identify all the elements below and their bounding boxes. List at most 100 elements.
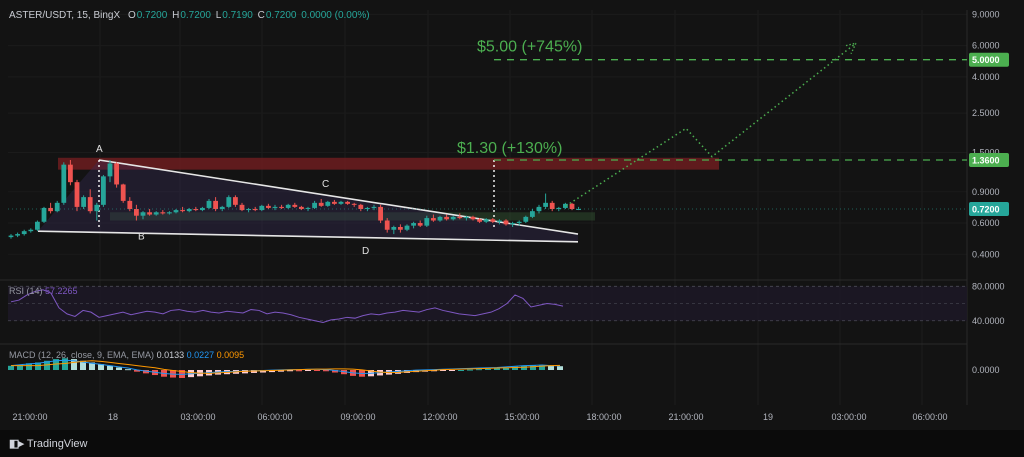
candle-body xyxy=(285,204,291,208)
macd-histogram-bar xyxy=(467,369,473,371)
macd-histogram-bar xyxy=(44,360,50,370)
macd-histogram-bar xyxy=(8,365,14,370)
candle-body xyxy=(325,201,331,206)
candle-body xyxy=(404,225,410,230)
candle-body xyxy=(490,219,496,222)
open-label: O xyxy=(127,10,136,21)
macd-histogram-bar xyxy=(458,370,464,371)
candle-body xyxy=(411,223,416,226)
candle-body xyxy=(378,206,383,221)
change-value: 0.0000 (0.00%) xyxy=(301,10,370,21)
time-tick-label: 15:00:00 xyxy=(504,412,539,422)
price-axis-badge xyxy=(969,153,1009,167)
time-axis[interactable]: 21:00:00 18 03:00:00 06:00:00 09:00:00 12:00:… xyxy=(12,412,947,422)
candle-body xyxy=(266,205,271,208)
candle-body xyxy=(391,226,397,230)
candle-body xyxy=(279,206,284,208)
candle-body xyxy=(233,197,238,205)
macd-histogram-bar xyxy=(332,370,338,373)
macd-histogram-bar xyxy=(17,364,23,370)
macd-value-3: 0.0095 xyxy=(216,350,245,360)
pattern-point-c: C xyxy=(322,179,329,190)
macd-histogram-bar xyxy=(485,368,491,370)
macd-value-2: 0.0227 xyxy=(186,350,215,360)
rsi-legend[interactable]: RSI (14) 57.2265 xyxy=(9,286,78,296)
candle-body xyxy=(345,201,350,204)
wedge-lower-line xyxy=(37,230,579,243)
macd-histogram-bar xyxy=(71,359,77,370)
wedge-fill xyxy=(38,160,578,242)
candle-body xyxy=(219,206,225,209)
macd-histogram-bar xyxy=(260,370,266,373)
macd-axis-label: 0.0000 xyxy=(972,365,1000,375)
close-value: 0.7200 xyxy=(265,10,297,21)
candle-body xyxy=(8,235,14,238)
candle-body xyxy=(318,202,324,206)
tradingview-brand[interactable]: ◧▸ TradingView xyxy=(9,437,87,451)
candle-body xyxy=(351,203,357,205)
candle-body xyxy=(464,216,469,219)
candle-body xyxy=(107,163,113,177)
candle-body xyxy=(81,197,86,207)
price-axis-badge-label: 0.7200 xyxy=(972,205,1000,215)
candle-body xyxy=(358,204,364,209)
symbol-title: ASTER/USDT, 15, BingX xyxy=(9,10,121,21)
candle-body xyxy=(206,200,212,208)
candle-body xyxy=(114,163,119,185)
macd-histogram-bar xyxy=(134,370,140,372)
macd-histogram-bar xyxy=(521,365,527,370)
candle-body xyxy=(246,209,251,211)
macd-histogram-bar xyxy=(89,362,95,370)
candle-body xyxy=(48,207,53,212)
candle-body xyxy=(417,223,423,226)
support-band xyxy=(110,212,595,221)
price-tick-label: 1.5000 xyxy=(972,147,1000,157)
projection-path xyxy=(565,42,858,207)
close-label: C xyxy=(257,10,265,21)
candle-body xyxy=(127,200,133,209)
macd-histogram-bar xyxy=(53,359,59,370)
candle-body xyxy=(61,164,67,203)
candle-body xyxy=(173,210,179,213)
time-tick-label: 06:00:00 xyxy=(257,412,292,422)
candle-body xyxy=(424,218,430,226)
candle-body xyxy=(140,212,146,216)
candle-body xyxy=(167,212,172,214)
macd-legend[interactable]: MACD (12, 26, close, 9, EMA, EMA) 0.0133… xyxy=(9,350,244,360)
pattern-point-a: A xyxy=(96,144,103,155)
candle-body xyxy=(312,202,317,208)
price-tick-label: 6.0000 xyxy=(972,41,1000,51)
candle-body xyxy=(292,204,298,207)
candle-body xyxy=(470,216,476,220)
candle-body xyxy=(477,219,482,222)
price-axis[interactable]: 9.0000 6.0000 4.0000 2.5000 1.5000 0.9000 0.60… xyxy=(969,9,1009,375)
price-axis-badge xyxy=(969,202,1009,216)
candle-body xyxy=(332,201,337,204)
candle-body xyxy=(68,164,73,183)
rsi-band xyxy=(8,286,967,321)
candle-body xyxy=(576,209,581,210)
candle-body xyxy=(365,207,370,209)
falling-wedge-pattern xyxy=(37,159,579,243)
macd-histogram-bar xyxy=(548,365,554,370)
macd-label: MACD (12, 26, close, 9, EMA, EMA) xyxy=(9,350,155,360)
rsi-axis-label: 40.0000 xyxy=(972,316,1005,326)
candle-body xyxy=(239,204,245,211)
macd-histogram-bar xyxy=(530,365,536,370)
macd-histogram-bar xyxy=(35,362,41,370)
macd-histogram-bar xyxy=(98,364,104,370)
candle-body xyxy=(226,197,232,207)
candle-body xyxy=(523,216,529,222)
macd-histogram-bar xyxy=(278,370,284,372)
time-tick-label: 21:00:00 xyxy=(12,412,47,422)
target-lines: $5.00 (+745%) $1.30 (+130%) xyxy=(457,39,967,161)
time-tick-label: 12:00:00 xyxy=(422,412,457,422)
macd-signal-line xyxy=(11,360,561,374)
candle-body xyxy=(200,207,205,211)
candle-body xyxy=(252,209,258,211)
price-tick-label: 0.4000 xyxy=(972,249,1000,259)
candle-body xyxy=(180,210,185,212)
candle-body xyxy=(483,219,489,222)
candle-body xyxy=(21,231,27,235)
